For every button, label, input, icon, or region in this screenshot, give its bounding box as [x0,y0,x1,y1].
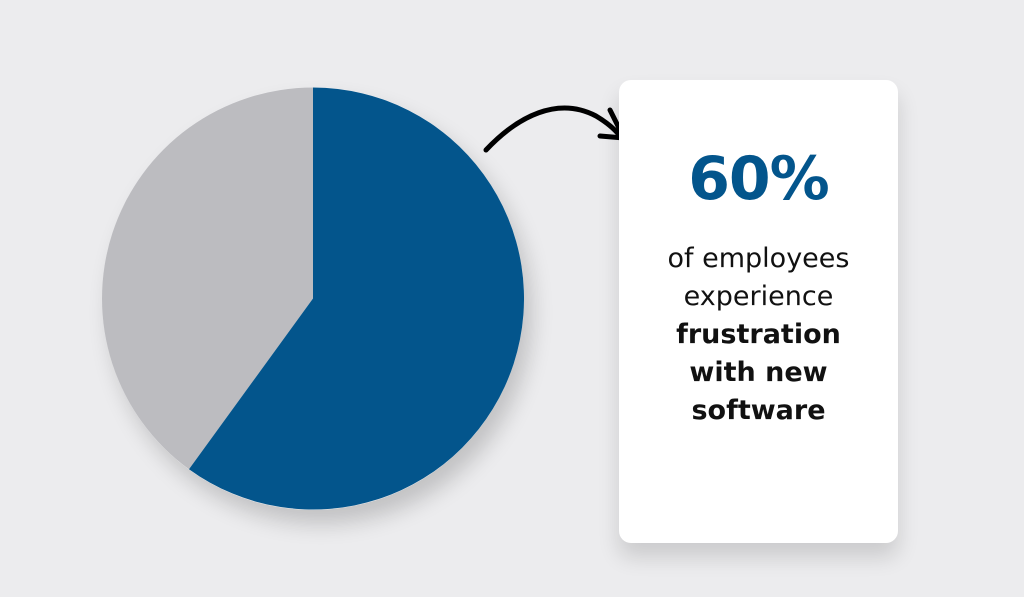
stat-description: of employees experience frustration with… [619,240,898,430]
pie-chart [102,87,524,510]
stat-line-2: experience [683,281,834,312]
pie-svg [102,87,524,510]
pie-slice-frustrated [188,87,524,510]
stat-percentage: 60% [688,144,830,214]
stat-line-5: software [691,395,826,426]
stat-callout-card: 60% of employees experience frustration … [619,80,898,543]
stat-line-1: of employees [667,243,850,274]
curved-arrow-icon [483,105,627,153]
stat-line-3: frustration [676,319,841,350]
pie-slice-other [102,87,313,470]
stat-line-4: with new [689,357,828,388]
